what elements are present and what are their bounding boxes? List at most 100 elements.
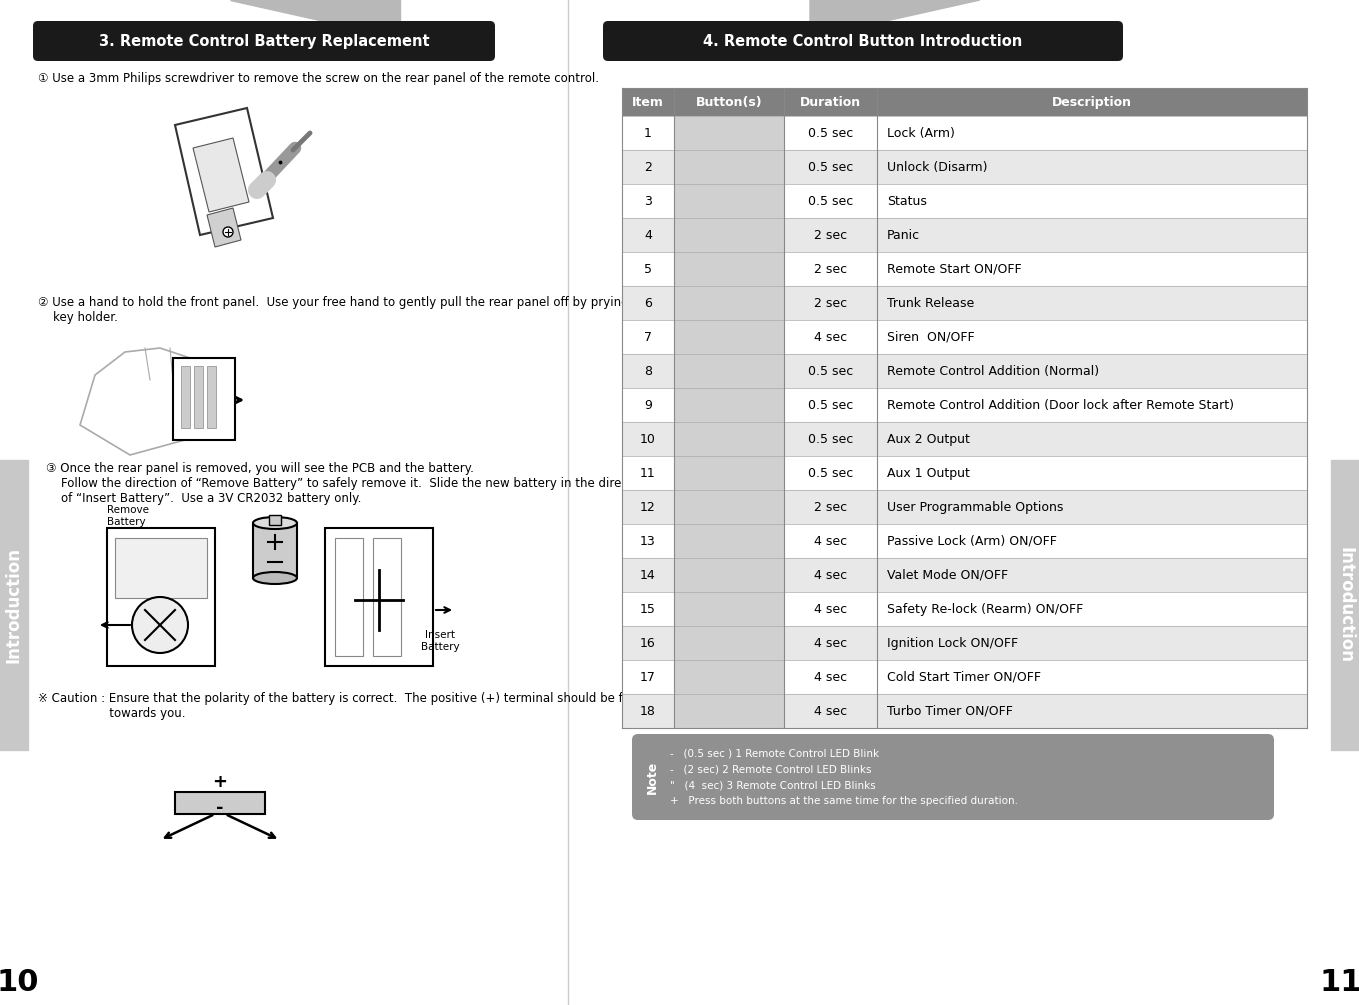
Bar — [674, 354, 784, 388]
Bar — [674, 422, 784, 456]
Bar — [622, 150, 1307, 184]
Text: 11: 11 — [640, 466, 656, 479]
Bar — [622, 184, 1307, 218]
Text: ③ Once the rear panel is removed, you will see the PCB and the battery.
    Foll: ③ Once the rear panel is removed, you wi… — [46, 462, 651, 505]
Bar — [622, 218, 1307, 252]
Text: 18: 18 — [640, 705, 656, 718]
Bar — [269, 515, 281, 525]
Bar — [674, 320, 784, 354]
Bar — [622, 320, 1307, 354]
Text: Lock (Arm): Lock (Arm) — [887, 127, 955, 140]
Bar — [674, 286, 784, 320]
Text: +   Press both buttons at the same time for the specified duration.: + Press both buttons at the same time fo… — [670, 796, 1018, 806]
Text: Unlock (Disarm): Unlock (Disarm) — [887, 161, 988, 174]
Text: Safety Re-lock (Rearm) ON/OFF: Safety Re-lock (Rearm) ON/OFF — [887, 603, 1083, 615]
Text: 0.5 sec: 0.5 sec — [807, 399, 853, 411]
Bar — [674, 456, 784, 490]
Bar — [622, 558, 1307, 592]
Bar — [622, 422, 1307, 456]
Text: 2 sec: 2 sec — [814, 500, 847, 514]
Text: ※ Caution : Ensure that the polarity of the battery is correct.  The positive (+: ※ Caution : Ensure that the polarity of … — [38, 692, 655, 720]
Text: 3: 3 — [644, 195, 652, 207]
Polygon shape — [175, 108, 273, 235]
Bar — [622, 456, 1307, 490]
Circle shape — [223, 227, 232, 237]
Text: Insert
Battery: Insert Battery — [421, 630, 459, 651]
Text: 4 sec: 4 sec — [814, 331, 847, 344]
Bar — [372, 538, 401, 656]
Text: Aux 2 Output: Aux 2 Output — [887, 432, 970, 445]
Text: 13: 13 — [640, 535, 656, 548]
Text: 5: 5 — [644, 262, 652, 275]
Text: 0.5 sec: 0.5 sec — [807, 466, 853, 479]
Bar — [253, 523, 298, 578]
Text: 15: 15 — [640, 603, 656, 615]
Bar — [622, 626, 1307, 660]
Text: Cold Start Timer ON/OFF: Cold Start Timer ON/OFF — [887, 670, 1041, 683]
Text: ② Use a hand to hold the front panel.  Use your free hand to gently pull the rea: ② Use a hand to hold the front panel. Us… — [38, 296, 652, 324]
Text: 0.5 sec: 0.5 sec — [807, 432, 853, 445]
Bar — [622, 660, 1307, 694]
Bar — [674, 388, 784, 422]
Bar — [181, 366, 190, 428]
Text: Remote Control Addition (Normal): Remote Control Addition (Normal) — [887, 365, 1099, 378]
Text: 10: 10 — [640, 432, 656, 445]
Text: +: + — [212, 773, 227, 791]
Bar — [674, 592, 784, 626]
Text: 4 sec: 4 sec — [814, 670, 847, 683]
Text: Status: Status — [887, 195, 927, 207]
Text: Valet Mode ON/OFF: Valet Mode ON/OFF — [887, 569, 1008, 582]
FancyBboxPatch shape — [603, 21, 1123, 61]
Text: 4 sec: 4 sec — [814, 535, 847, 548]
Text: 0.5 sec: 0.5 sec — [807, 161, 853, 174]
Text: -: - — [216, 799, 224, 817]
Bar — [1330, 460, 1359, 750]
Polygon shape — [810, 0, 980, 38]
Text: 4 sec: 4 sec — [814, 636, 847, 649]
Text: Duration: Duration — [800, 95, 862, 109]
Text: 17: 17 — [640, 670, 656, 683]
Text: 12: 12 — [640, 500, 656, 514]
Text: 2 sec: 2 sec — [814, 228, 847, 241]
Polygon shape — [193, 138, 249, 212]
Text: Aux 1 Output: Aux 1 Output — [887, 466, 970, 479]
Text: 7: 7 — [644, 331, 652, 344]
Text: Remote Control Addition (Door lock after Remote Start): Remote Control Addition (Door lock after… — [887, 399, 1234, 411]
Text: 3. Remote Control Battery Replacement: 3. Remote Control Battery Replacement — [99, 33, 429, 48]
Polygon shape — [80, 348, 220, 455]
Text: 2 sec: 2 sec — [814, 262, 847, 275]
Bar — [674, 116, 784, 150]
Text: 1: 1 — [644, 127, 652, 140]
Bar — [622, 252, 1307, 286]
Bar — [622, 354, 1307, 388]
Text: Button(s): Button(s) — [696, 95, 762, 109]
Bar — [674, 558, 784, 592]
Text: 2: 2 — [644, 161, 652, 174]
Text: 4. Remote Control Button Introduction: 4. Remote Control Button Introduction — [704, 33, 1022, 48]
Text: 9: 9 — [644, 399, 652, 411]
Bar — [674, 150, 784, 184]
Text: Turbo Timer ON/OFF: Turbo Timer ON/OFF — [887, 705, 1012, 718]
Bar — [116, 538, 207, 598]
Bar — [336, 538, 363, 656]
Text: Remove
Battery: Remove Battery — [107, 505, 149, 527]
Text: 10: 10 — [0, 968, 39, 997]
FancyBboxPatch shape — [33, 21, 495, 61]
Bar — [674, 524, 784, 558]
Bar — [622, 592, 1307, 626]
Bar — [622, 388, 1307, 422]
Text: 2 sec: 2 sec — [814, 296, 847, 310]
Text: Passive Lock (Arm) ON/OFF: Passive Lock (Arm) ON/OFF — [887, 535, 1057, 548]
Ellipse shape — [253, 572, 298, 584]
Text: 16: 16 — [640, 636, 656, 649]
Text: Remote Start ON/OFF: Remote Start ON/OFF — [887, 262, 1022, 275]
Text: Trunk Release: Trunk Release — [887, 296, 974, 310]
Text: "   (4  sec) 3 Remote Control LED Blinks: " (4 sec) 3 Remote Control LED Blinks — [670, 780, 875, 790]
Text: User Programmable Options: User Programmable Options — [887, 500, 1063, 514]
Text: Siren  ON/OFF: Siren ON/OFF — [887, 331, 974, 344]
Bar — [622, 524, 1307, 558]
Text: Note: Note — [646, 761, 659, 794]
Text: 6: 6 — [644, 296, 652, 310]
Text: 0.5 sec: 0.5 sec — [807, 365, 853, 378]
Text: 4 sec: 4 sec — [814, 603, 847, 615]
